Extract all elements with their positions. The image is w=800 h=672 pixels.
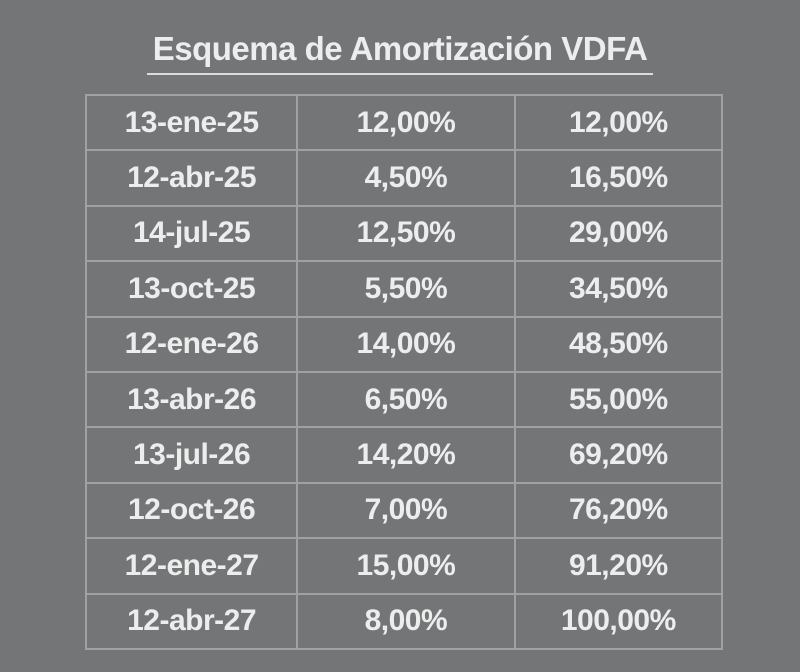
date-cell: 12-ene-27 [84,537,299,595]
amortization-pct-cell: 5,50% [296,260,516,318]
amortization-pct-cell: 14,20% [296,426,516,484]
cumulative-pct-cell: 91,20% [513,537,724,595]
amortization-pct-cell: 6,50% [296,370,516,429]
amortization-pct-cell: 7,00% [296,481,516,540]
date-cell: 12-abr-25 [84,149,299,207]
cumulative-pct-cell: 12,00% [513,93,724,152]
cumulative-pct-cell: 48,50% [513,315,724,373]
amortization-pct-cell: 8,00% [296,592,516,651]
table-row: 14-jul-25 12,50% 29,00% [84,204,724,263]
amortization-pct-cell: 4,50% [296,149,516,207]
page-title: Esquema de Amortización VDFA [146,30,654,75]
table-row: 13-oct-25 5,50% 34,50% [84,260,724,318]
date-cell: 12-abr-27 [84,592,299,651]
cumulative-pct-cell: 100,00% [513,592,724,651]
table-row: 13-ene-25 12,00% 12,00% [84,93,724,152]
date-cell: 12-ene-26 [84,315,299,373]
amortization-pct-cell: 15,00% [296,537,516,595]
cumulative-pct-cell: 55,00% [513,370,724,429]
table-row: 12-ene-26 14,00% 48,50% [84,315,724,373]
table-row: 12-oct-26 7,00% 76,20% [84,481,724,540]
date-cell: 12-oct-26 [84,481,299,540]
cumulative-pct-cell: 69,20% [513,426,724,484]
cumulative-pct-cell: 76,20% [513,481,724,540]
amortization-table: 13-ene-25 12,00% 12,00% 12-abr-25 4,50% … [84,93,724,651]
table-row: 12-ene-27 15,00% 91,20% [84,537,724,595]
table-row: 12-abr-27 8,00% 100,00% [84,592,724,651]
date-cell: 13-abr-26 [84,370,299,429]
date-cell: 13-jul-26 [84,426,299,484]
date-cell: 13-ene-25 [84,93,299,152]
table-row: 13-jul-26 14,20% 69,20% [84,426,724,484]
amortization-pct-cell: 12,50% [296,204,516,263]
cumulative-pct-cell: 29,00% [513,204,724,263]
table-row: 13-abr-26 6,50% 55,00% [84,370,724,429]
date-cell: 14-jul-25 [84,204,299,263]
cumulative-pct-cell: 16,50% [513,149,724,207]
amortization-table-container: 13-ene-25 12,00% 12,00% 12-abr-25 4,50% … [84,93,724,651]
amortization-pct-cell: 14,00% [296,315,516,373]
amortization-pct-cell: 12,00% [296,93,516,152]
table-row: 12-abr-25 4,50% 16,50% [84,149,724,207]
cumulative-pct-cell: 34,50% [513,260,724,318]
title-container: Esquema de Amortización VDFA [0,30,800,75]
date-cell: 13-oct-25 [84,260,299,318]
